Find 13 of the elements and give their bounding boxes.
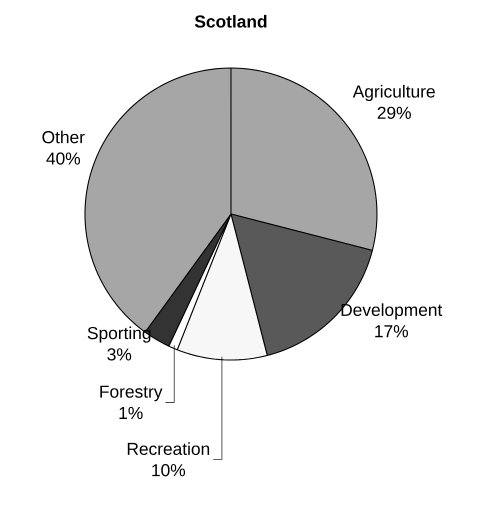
data-label: 40%: [46, 152, 80, 165]
data-label: 1%: [120, 406, 143, 420]
data-label: 29%: [378, 106, 411, 119]
slice-label: Sporting: [88, 326, 150, 343]
slice-label: Other: [42, 130, 85, 144]
slice-label: Recreation: [128, 442, 210, 455]
data-label: 17%: [375, 325, 408, 338]
data-label: 3%: [107, 348, 132, 361]
slice-label: Forestry: [100, 386, 162, 402]
chart-title: Scotland: [194, 14, 266, 28]
data-label: 10%: [152, 464, 186, 476]
slice-label: Agriculture: [352, 84, 435, 102]
slice-label: Development: [342, 303, 442, 320]
